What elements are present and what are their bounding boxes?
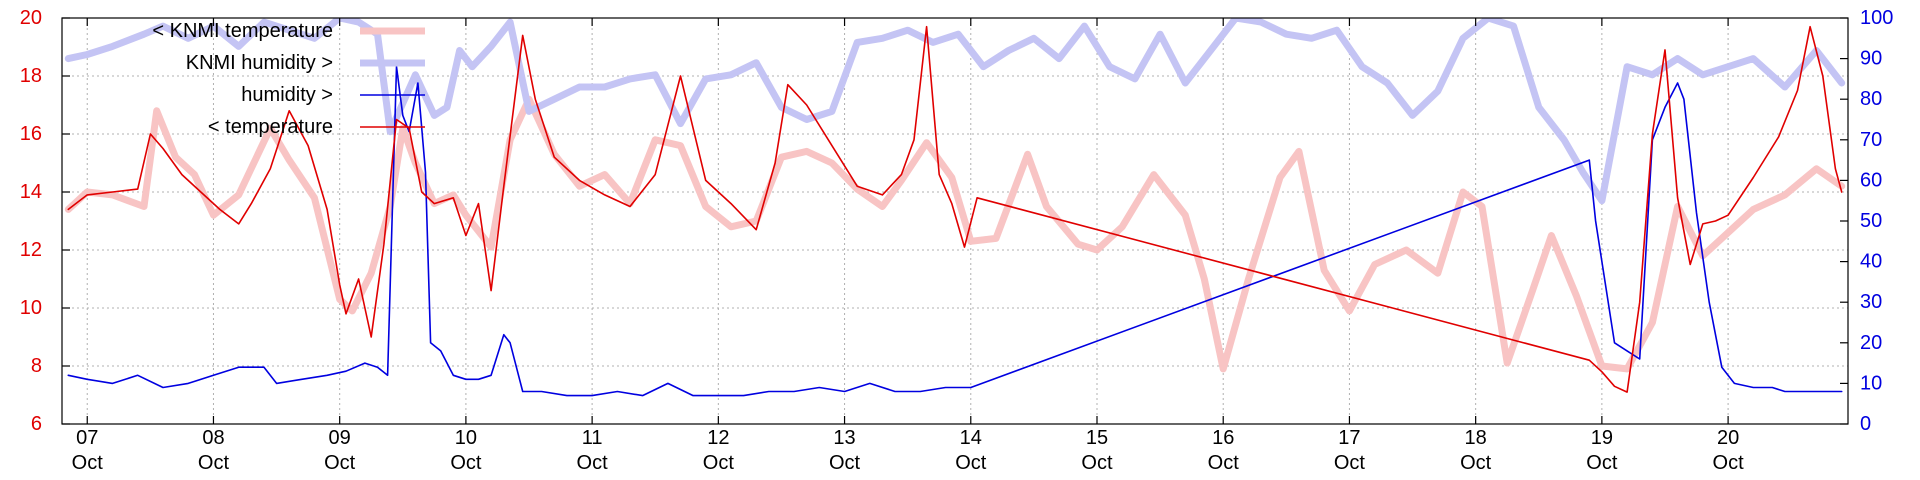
series-line-0: [64, 95, 1846, 373]
tick-label-x-day: 11: [582, 427, 603, 449]
tick-label-y-left: 8: [31, 355, 42, 377]
tick-label-x-day: 17: [1338, 427, 1360, 449]
tick-label-x-day: 14: [960, 427, 982, 449]
legend-label: < temperature: [208, 116, 333, 138]
tick-label-x-day: 16: [1212, 427, 1234, 449]
tick-label-y-right: 30: [1860, 291, 1882, 313]
legend: < KNMI temperature KNMI humidity > humidit…: [152, 20, 425, 138]
tick-label-x-month: Oct: [955, 452, 987, 474]
tick-label-y-right: 90: [1860, 48, 1882, 70]
tick-label-x-month: Oct: [1081, 452, 1113, 474]
tick-labels: 6 8 10 12 14 16 18 20 0 10 20 30 40 50 60 70 80 90 100 07 Oc…: [20, 7, 1894, 474]
tick-label-y-right: 10: [1860, 372, 1882, 394]
tick-label-y-right: 100: [1860, 7, 1893, 29]
tick-label-x-day: 08: [202, 427, 224, 449]
tick-label-x-day: 15: [1086, 427, 1108, 449]
tick-label-y-right: 40: [1860, 251, 1882, 273]
tick-label-y-left: 10: [20, 297, 42, 319]
tick-label-y-right: 60: [1860, 169, 1882, 191]
tick-marks: [62, 17, 1848, 425]
tick-label-x-month: Oct: [577, 452, 609, 474]
tick-label-x-month: Oct: [829, 452, 861, 474]
tick-label-x-day: 19: [1591, 427, 1613, 449]
tick-label-x-month: Oct: [1208, 452, 1240, 474]
tick-label-x-month: Oct: [198, 452, 230, 474]
tick-label-y-left: 18: [20, 65, 42, 87]
tick-label-x-day: 12: [707, 427, 729, 449]
tick-label-x-month: Oct: [1334, 452, 1366, 474]
tick-label-y-left: 6: [31, 413, 42, 435]
tick-label-y-right: 80: [1860, 88, 1882, 110]
tick-label-x-day: 09: [329, 427, 351, 449]
tick-label-y-right: 20: [1860, 332, 1882, 354]
tick-label-x-day: 10: [455, 427, 477, 449]
tick-label-x-day: 07: [76, 427, 98, 449]
tick-label-y-right: 50: [1860, 210, 1882, 232]
tick-label-x-day: 20: [1717, 427, 1739, 449]
tick-label-x-month: Oct: [450, 452, 482, 474]
tick-label-x-month: Oct: [72, 452, 104, 474]
tick-label-y-left: 12: [20, 239, 42, 261]
tick-label-x-month: Oct: [1713, 452, 1745, 474]
tick-label-x-month: Oct: [324, 452, 356, 474]
series-line-3: [67, 25, 1843, 393]
tick-label-y-right: 70: [1860, 129, 1882, 151]
tick-label-x-day: 18: [1465, 427, 1487, 449]
tick-label-x-month: Oct: [703, 452, 735, 474]
series-line-2: [67, 65, 1843, 397]
series-line-1: [64, 18, 1846, 205]
legend-label: < KNMI temperature: [152, 20, 333, 42]
series-group: [64, 18, 1846, 397]
tick-label-y-left: 14: [20, 181, 42, 203]
tick-label-x-month: Oct: [1586, 452, 1618, 474]
tick-label-y-left: 20: [20, 7, 42, 29]
tick-label-y-right: 0: [1860, 413, 1871, 435]
legend-label: KNMI humidity >: [186, 52, 333, 74]
legend-label: humidity >: [241, 84, 333, 106]
tick-label-x-day: 13: [833, 427, 855, 449]
tick-label-y-left: 16: [20, 123, 42, 145]
tick-label-x-month: Oct: [1460, 452, 1492, 474]
